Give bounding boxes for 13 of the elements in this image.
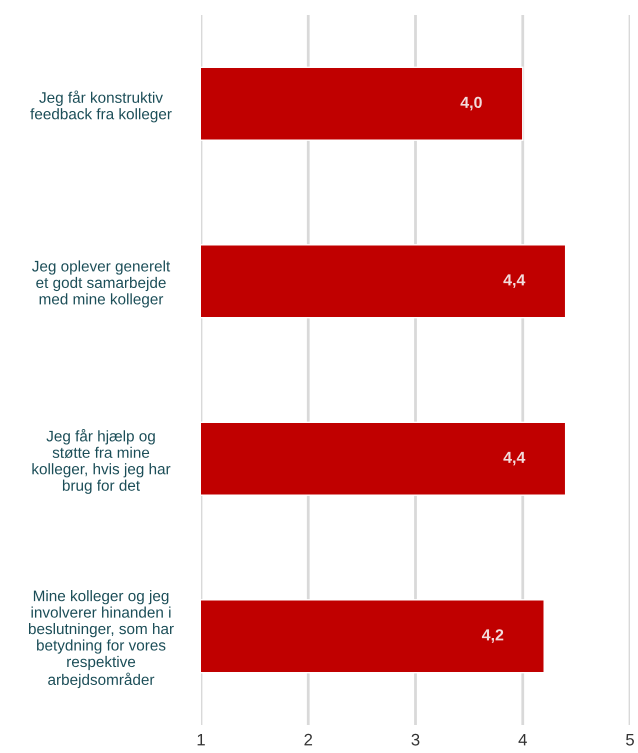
x-tick-label: 2	[304, 734, 312, 746]
y-tick-label: Mine kolleger og jeg involverer hinanden i beslutninger, som har betydning for vores respektive arbejdsområder	[28, 590, 174, 688]
x-tick-label: 4	[518, 734, 527, 746]
data-label: 4,0	[460, 96, 482, 110]
x-tick-label: 5	[626, 734, 634, 746]
data-label: 4,4	[503, 274, 526, 288]
data-label: 4,4	[503, 452, 526, 466]
y-tick-label: Jeg får hjælp og støtte fra mine kolleger, hvis jeg har brug for det	[32, 429, 170, 494]
y-tick-label: Jeg får konstruktiv feedback fra kolleger	[30, 90, 172, 122]
data-label: 4,2	[482, 629, 504, 643]
x-tick-label: 3	[412, 734, 420, 746]
y-tick-label: Jeg oplever generelt et godt samarbejde med mine kolleger	[32, 260, 170, 308]
x-tick-label: 1	[198, 734, 205, 746]
